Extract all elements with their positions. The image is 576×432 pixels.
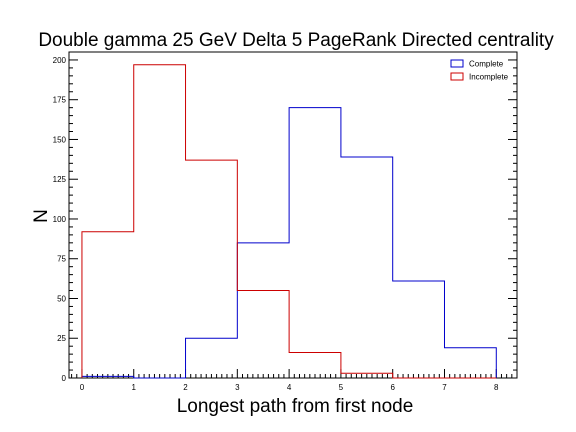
plot-frame [68, 51, 518, 379]
bin-complete [444, 348, 496, 378]
bin-incomplete [237, 291, 289, 378]
x-tick-label: 5 [339, 383, 344, 392]
series-incomplete-outline [81, 64, 497, 379]
y-axis-title: N [31, 209, 52, 223]
histogram-series [81, 64, 497, 379]
y-tick-label: 125 [53, 175, 67, 184]
bin-complete [289, 108, 341, 378]
y-tick-labels: 0 25 50 75 100 125 150 175 200 [53, 56, 67, 383]
y-tick-label: 25 [57, 334, 66, 343]
x-tick-label: 6 [390, 383, 395, 392]
bin-complete [186, 338, 238, 378]
y-tick-label: 175 [53, 96, 67, 105]
x-tick-labels: 0 1 2 3 4 5 6 7 8 [80, 383, 499, 392]
y-tick-label: 0 [62, 374, 67, 383]
y-tick-label: 75 [57, 255, 66, 264]
chart-title: Double gamma 25 GeV Delta 5 PageRank Dir… [38, 30, 554, 51]
y-tick-label: 150 [53, 135, 67, 144]
bin-complete [341, 157, 393, 378]
bin-incomplete [134, 65, 186, 378]
x-tick-label: 7 [442, 383, 447, 392]
x-tick-label: 2 [183, 383, 188, 392]
legend-swatch-complete [450, 59, 464, 68]
x-tick-label: 3 [235, 383, 240, 392]
bin-complete [393, 281, 445, 378]
x-tick-label: 1 [132, 383, 137, 392]
legend-swatch-incomplete [450, 72, 464, 81]
x-tick-label: 0 [80, 383, 85, 392]
y-tick-label: 200 [53, 56, 67, 65]
x-axis-title: Longest path from first node [177, 396, 414, 417]
y-tick-label: 50 [57, 294, 66, 303]
axis-ticks [69, 51, 518, 379]
series-complete-outline [81, 107, 497, 379]
x-tick-label: 4 [287, 383, 292, 392]
legend: Complete Incomplete [450, 59, 509, 82]
bin-incomplete [186, 160, 238, 378]
legend-label-complete: Complete [469, 60, 504, 69]
legend-label-incomplete: Incomplete [469, 73, 509, 82]
y-tick-label: 100 [53, 215, 67, 224]
bin-incomplete [82, 232, 134, 378]
bin-complete [237, 243, 289, 378]
x-tick-label: 8 [494, 383, 499, 392]
